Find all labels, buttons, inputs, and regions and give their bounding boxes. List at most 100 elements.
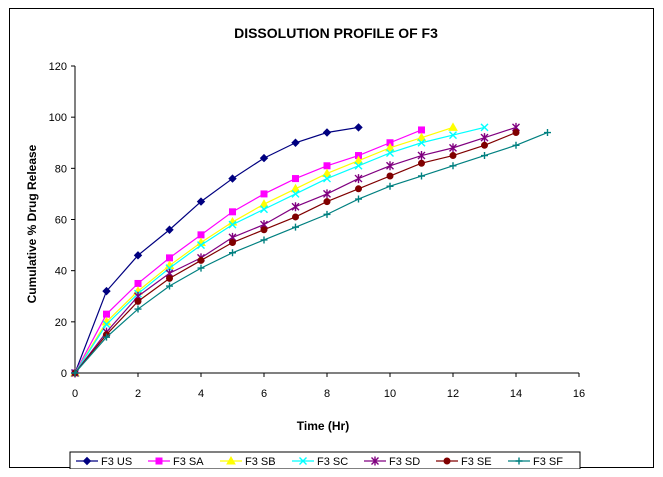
series-line-f3-us xyxy=(74,126,359,374)
data-point-f3-sf xyxy=(418,172,425,180)
data-point-f3-us xyxy=(102,286,111,296)
data-point-f3-se xyxy=(512,129,520,137)
data-point-f3-se xyxy=(418,159,425,167)
legend-marker-f3-se xyxy=(443,457,451,465)
dissolution-chart: DISSOLUTION PROFILE OF F3 0 2 4 6 8 10 12 14 160… xyxy=(25,25,585,469)
series-line-f3-sa xyxy=(74,129,422,374)
axes xyxy=(71,65,580,377)
legend-item-f3-us: F3 US xyxy=(76,456,132,468)
data-point-f3-sc xyxy=(323,174,331,183)
data-point-f3-sf xyxy=(103,333,110,341)
data-point-f3-se xyxy=(386,172,394,180)
data-point-f3-sf xyxy=(512,141,520,149)
y-tick-label: 100 xyxy=(49,112,67,124)
y-tick-label: 60 xyxy=(55,215,67,227)
data-point-f3-sb xyxy=(259,199,269,208)
legend-item-f3-sa: F3 SA xyxy=(148,456,204,468)
data-point-f3-sb xyxy=(385,142,395,152)
data-point-f3-us xyxy=(196,197,206,206)
data-point-f3-sf xyxy=(481,152,488,160)
data-point-f3-sf xyxy=(166,282,173,290)
data-point-f3-se xyxy=(134,297,142,305)
data-point-f3-sc xyxy=(449,131,457,140)
data-point-f3-sd xyxy=(480,133,489,143)
series-line-f3-sf xyxy=(74,131,548,374)
legend-label-f3-us: F3 US xyxy=(101,456,132,468)
data-point-f3-sc xyxy=(354,161,363,170)
series-f3-us xyxy=(70,123,363,378)
data-point-f3-se xyxy=(197,256,205,264)
data-point-f3-us xyxy=(133,251,143,260)
data-point-f3-sd xyxy=(354,174,363,184)
data-point-f3-sc xyxy=(228,220,237,229)
data-point-f3-sf xyxy=(292,223,299,231)
data-point-f3-sf xyxy=(260,236,268,244)
series-f3-sa xyxy=(71,126,425,377)
y-tick-label: 120 xyxy=(49,61,67,73)
data-point-f3-sc xyxy=(386,148,394,157)
legend-marker-f3-sa xyxy=(155,457,163,465)
x-axis-label: Time (Hr) xyxy=(297,419,349,433)
x-tick-label: 8 xyxy=(324,388,330,400)
data-point-f3-sc xyxy=(260,205,268,214)
x-tick-label: 10 xyxy=(384,388,396,400)
legend-item-f3-se: F3 SE xyxy=(436,456,492,468)
series-f3-se xyxy=(71,129,520,377)
legend-item-f3-sb: F3 SB xyxy=(220,455,276,468)
legend-marker-f3-sd xyxy=(371,456,379,466)
x-tick-label: 0 xyxy=(72,388,78,400)
legend-label-f3-sc: F3 SC xyxy=(317,456,348,468)
data-point-f3-se xyxy=(355,185,362,193)
data-point-f3-sf xyxy=(71,369,79,377)
data-point-f3-sc xyxy=(480,123,489,132)
tick-labels: 0 2 4 6 8 10 12 14 16 0 20 40 60 80 100 120 xyxy=(49,61,585,400)
x-tick-label: 2 xyxy=(135,388,141,400)
x-tick-label: 6 xyxy=(261,388,267,400)
data-point-f3-sf xyxy=(355,195,362,203)
legend-marker-f3-sc xyxy=(299,457,307,465)
y-tick-label: 40 xyxy=(55,266,67,278)
data-point-f3-se xyxy=(292,213,299,221)
data-point-f3-sc xyxy=(197,241,205,250)
x-tick-label: 14 xyxy=(510,388,522,400)
legend-label-f3-sb: F3 SB xyxy=(245,456,276,468)
data-point-f3-sd xyxy=(291,202,300,212)
data-point-f3-us xyxy=(354,123,363,132)
data-point-f3-sf xyxy=(197,264,205,272)
series-line-f3-sc xyxy=(74,126,485,374)
legend-marker-f3-sb xyxy=(226,455,236,465)
legend-label-f3-sf: F3 SF xyxy=(533,456,563,468)
data-point-f3-se xyxy=(229,239,236,247)
data-point-f3-sa xyxy=(103,310,110,318)
data-point-f3-sa xyxy=(418,126,425,134)
data-point-f3-sb xyxy=(353,155,364,165)
legend: F3 US F3 SA F3 SB F3 SC F3 SD F3 SE F3 SF xyxy=(69,451,581,469)
data-point-f3-sf xyxy=(134,305,142,313)
data-point-f3-sd xyxy=(417,151,426,161)
legend-marker-f3-us xyxy=(82,456,92,466)
data-point-f3-us xyxy=(291,138,300,147)
data-point-f3-sc xyxy=(417,138,426,147)
data-point-f3-sa xyxy=(260,190,268,198)
data-point-f3-sb xyxy=(322,168,332,177)
data-point-f3-sf xyxy=(544,129,551,137)
data-point-f3-sa xyxy=(292,175,299,183)
legend-item-f3-sf: F3 SF xyxy=(508,456,563,468)
legend-box xyxy=(69,451,581,469)
x-tick-label: 4 xyxy=(198,388,204,400)
data-point-f3-sc xyxy=(102,320,111,329)
series-line-f3-sd xyxy=(74,126,517,374)
y-tick-label: 80 xyxy=(55,163,67,175)
data-point-f3-se xyxy=(449,152,457,160)
data-point-f3-sa xyxy=(134,279,142,287)
y-tick-label: 0 xyxy=(61,368,67,380)
data-point-f3-sd xyxy=(449,143,457,153)
data-point-f3-sd xyxy=(386,161,394,171)
data-point-f3-sa xyxy=(323,162,331,170)
data-point-f3-se xyxy=(323,198,331,206)
y-axis-label: Cumulative % Drug Release xyxy=(25,144,39,303)
legend-label-f3-se: F3 SE xyxy=(461,456,492,468)
data-point-f3-sf xyxy=(386,182,394,190)
data-point-f3-se xyxy=(166,274,173,282)
data-point-f3-us xyxy=(322,128,332,137)
